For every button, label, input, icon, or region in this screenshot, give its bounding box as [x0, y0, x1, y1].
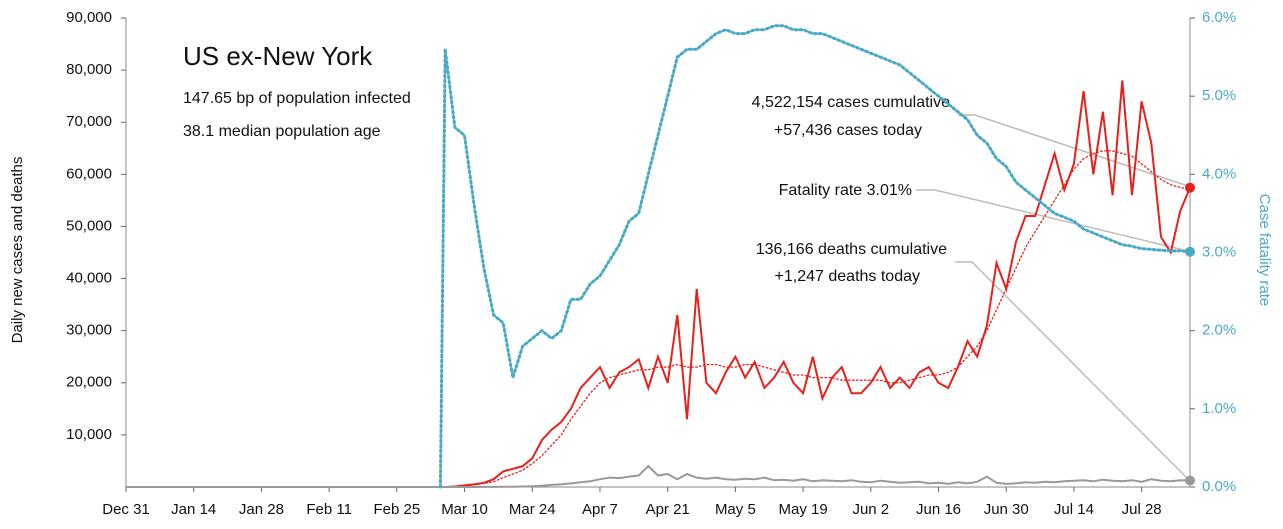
subtitle: 147.65 bp of population infected: [183, 90, 411, 107]
x-tick-label: May 5: [715, 501, 756, 518]
end-marker: [1185, 246, 1195, 257]
end-marker: [1185, 475, 1195, 486]
y-axis-label: Daily new cases and deaths: [9, 157, 26, 344]
x-tick-label: May 19: [778, 501, 827, 518]
annotation: 4,522,154 cases cumulative: [752, 94, 950, 111]
x-tick-label: Apr 21: [646, 501, 690, 518]
chart-title: US ex-New York: [183, 41, 373, 71]
series-line: [438, 24, 1192, 489]
x-tick-label: Jun 30: [984, 501, 1029, 518]
leader-line: [916, 189, 1189, 252]
x-tick-label: Mar 10: [441, 501, 488, 518]
y-tick-label: 50,000: [66, 217, 112, 234]
y-tick-label: 20,000: [66, 374, 112, 391]
x-tick-label: Apr 7: [582, 501, 618, 518]
annotation: 136,166 deaths cumulative: [756, 241, 947, 258]
x-tick-label: Jul 28: [1122, 501, 1162, 518]
x-tick-label: Mar 24: [509, 501, 556, 518]
x-tick-label: Jul 14: [1054, 501, 1094, 518]
x-tick-label: Feb 25: [373, 501, 420, 518]
y-tick-label: 60,000: [66, 165, 112, 182]
y2-tick-label: 1.0%: [1202, 400, 1236, 417]
x-tick-label: Jun 16: [916, 501, 961, 518]
y-tick-label: 30,000: [66, 322, 112, 339]
x-tick-label: Jan 28: [239, 501, 284, 518]
series-line: [125, 150, 1191, 488]
y2-tick-label: 5.0%: [1202, 87, 1236, 104]
y-tick-label: 70,000: [66, 113, 112, 130]
x-tick-label: Feb 11: [306, 501, 352, 518]
y2-tick-label: 2.0%: [1202, 322, 1236, 339]
annotation: Fatality rate 3.01%: [779, 182, 912, 199]
y-tick-label: 90,000: [66, 9, 112, 26]
x-tick-label: Jan 14: [171, 501, 216, 518]
y-tick-label: 40,000: [66, 270, 112, 287]
series-line: [126, 80, 1191, 488]
x-tick-label: Dec 31: [102, 501, 150, 518]
y2-axis-label: Case fatality rate: [1256, 194, 1273, 307]
annotation: +57,436 cases today: [774, 122, 922, 139]
y2-tick-label: 6.0%: [1202, 9, 1236, 26]
y-tick-label: 80,000: [66, 61, 112, 78]
y-tick-label: 10,000: [66, 426, 112, 443]
end-marker: [1185, 182, 1195, 193]
x-tick-label: Jun 2: [852, 501, 889, 518]
annotation: +1,247 deaths today: [775, 268, 920, 285]
y2-tick-label: 3.0%: [1202, 243, 1236, 260]
subtitle: 38.1 median population age: [183, 123, 381, 140]
y2-tick-label: 0.0%: [1202, 478, 1236, 495]
y2-tick-label: 4.0%: [1202, 165, 1236, 182]
leader-line: [955, 261, 1189, 480]
series-line: [126, 464, 1191, 488]
